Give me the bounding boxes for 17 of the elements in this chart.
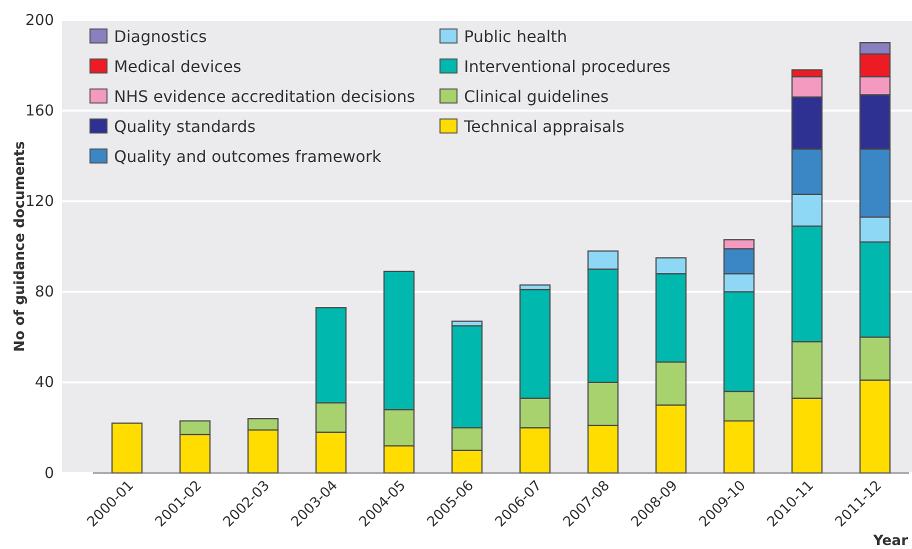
legend-label: Technical appraisals [463,117,624,136]
legend-label: Quality standards [114,117,256,136]
legend-label: Diagnostics [114,27,207,46]
y-tick-label: 200 [25,10,54,29]
legend-label: NHS evidence accreditation decisions [114,87,416,106]
y-tick-label: 80 [34,282,54,301]
legend-label: Public health [464,27,568,46]
legend-label: Clinical guidelines [464,87,609,106]
y-tick-label: 120 [25,192,54,210]
legend-label: Quality and outcomes framework [114,147,382,166]
y-axis-title: No of guidance documents [12,141,28,352]
legend-label: Medical devices [114,57,242,76]
legend-label: Interventional procedures [464,57,671,76]
y-tick-label: 40 [34,373,54,392]
y-tick-label: 160 [25,101,54,120]
y-tick-label: 0 [44,464,54,482]
x-axis-title: Year [872,533,908,549]
